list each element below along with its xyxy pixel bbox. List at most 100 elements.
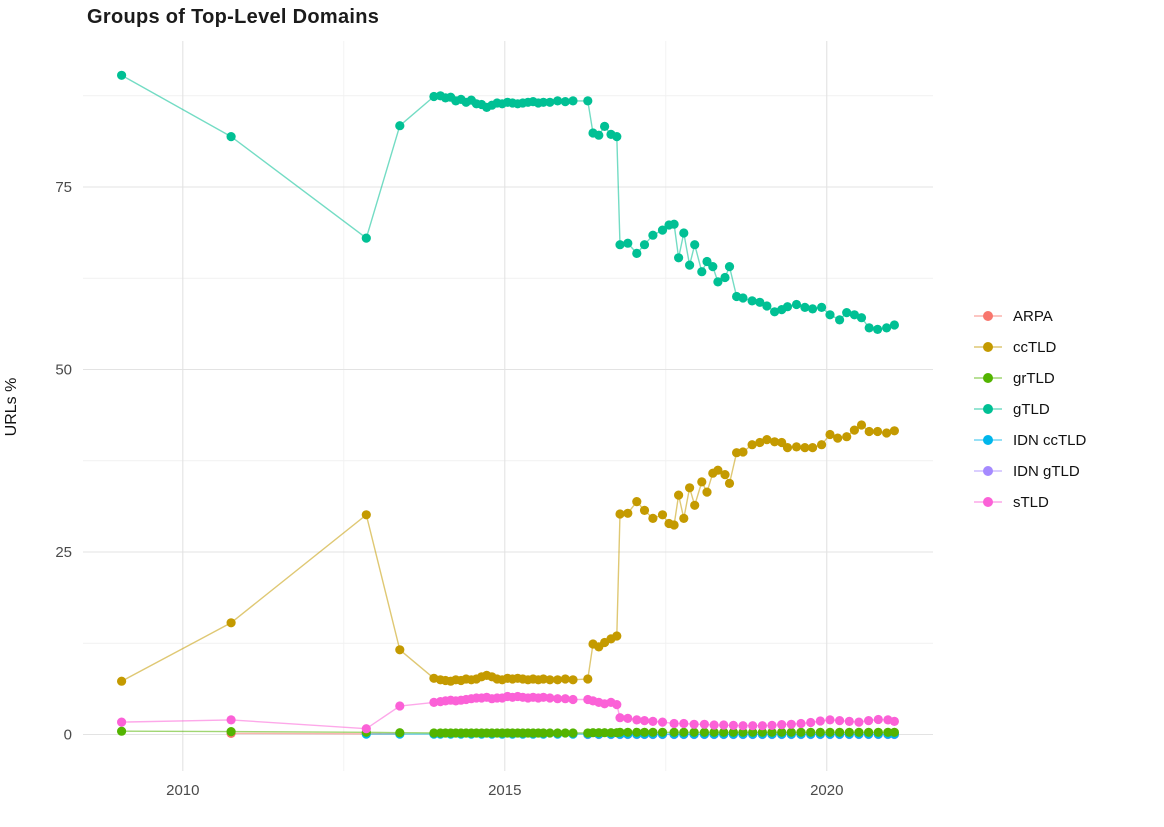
- data-point: [538, 97, 549, 107]
- data-point: [889, 727, 900, 737]
- data-point: [226, 727, 236, 737]
- data-point: [600, 728, 610, 738]
- data-point: [844, 727, 854, 737]
- data-point: [560, 97, 570, 107]
- data-point: [657, 510, 668, 520]
- data-point: [679, 228, 689, 238]
- data-point: [889, 716, 900, 727]
- legend-key-icon: [974, 373, 1002, 383]
- data-point: [583, 96, 593, 106]
- data-point: [777, 727, 787, 737]
- chart-title: Groups of Top-Level Domains: [87, 6, 380, 28]
- data-point: [808, 304, 818, 314]
- legend-item-grtld: grTLD: [973, 367, 1086, 389]
- series-points-gtld: [117, 70, 900, 334]
- data-point: [594, 130, 604, 140]
- data-point: [545, 728, 555, 738]
- data-point: [657, 717, 668, 727]
- data-point: [782, 443, 793, 453]
- data-point: [842, 308, 852, 318]
- data-point: [864, 426, 874, 437]
- data-point: [679, 727, 689, 737]
- data-point: [639, 240, 650, 250]
- data-point: [849, 425, 860, 435]
- data-point: [849, 310, 860, 320]
- data-point: [825, 715, 835, 725]
- x-tick-label: 2010: [166, 782, 199, 799]
- data-point: [657, 225, 668, 235]
- data-point: [545, 675, 555, 685]
- data-point: [699, 719, 710, 729]
- data-point: [713, 465, 723, 475]
- data-point: [767, 720, 777, 731]
- data-point: [719, 727, 729, 737]
- data-point: [685, 260, 695, 270]
- data-point: [669, 520, 679, 530]
- data-point: [808, 443, 818, 453]
- data-point: [825, 310, 835, 320]
- x-tick-label: 2020: [810, 782, 843, 799]
- data-point: [639, 727, 650, 737]
- data-point: [117, 70, 127, 80]
- data-point: [782, 302, 793, 312]
- data-point: [690, 500, 700, 510]
- data-point: [361, 510, 371, 520]
- data-point: [632, 727, 642, 737]
- data-point: [632, 497, 642, 507]
- data-point: [709, 727, 719, 737]
- data-point: [697, 267, 707, 277]
- data-point: [786, 719, 796, 729]
- data-point: [747, 296, 757, 306]
- data-point: [669, 718, 679, 729]
- data-point: [791, 299, 802, 310]
- x-tick-label: 2015: [488, 782, 521, 799]
- data-point: [770, 437, 780, 447]
- data-point: [796, 718, 806, 729]
- data-point: [873, 426, 883, 437]
- data-point: [669, 727, 679, 737]
- legend-key-icon: [974, 466, 1002, 476]
- data-point: [724, 478, 735, 488]
- legend-label: sTLD: [1013, 493, 1049, 511]
- legend-label: ccTLD: [1013, 338, 1057, 356]
- data-point: [833, 433, 843, 443]
- data-point: [883, 727, 893, 737]
- data-point: [856, 420, 867, 430]
- data-point: [538, 728, 549, 738]
- data-point: [612, 132, 622, 142]
- data-point: [815, 727, 825, 737]
- data-point: [747, 440, 757, 450]
- y-tick-label: 0: [64, 727, 72, 744]
- data-point: [755, 437, 765, 448]
- data-point: [632, 248, 642, 258]
- series-line-gtld: [121, 74, 895, 331]
- data-point: [395, 728, 405, 738]
- data-point: [889, 320, 900, 330]
- data-point: [553, 728, 563, 738]
- data-point: [612, 700, 622, 710]
- data-point: [873, 324, 883, 334]
- data-point: [361, 233, 371, 243]
- data-point: [825, 727, 835, 737]
- data-point: [583, 674, 593, 684]
- data-point: [757, 721, 768, 731]
- legend-label: IDN gTLD: [1013, 462, 1080, 480]
- data-point: [117, 676, 127, 686]
- data-point: [657, 727, 668, 737]
- data-point: [720, 470, 730, 480]
- data-point: [395, 121, 405, 131]
- data-point: [882, 428, 892, 438]
- data-point: [713, 277, 723, 287]
- data-point: [800, 443, 810, 453]
- data-point: [800, 302, 810, 312]
- data-point: [679, 513, 689, 524]
- legend: ARPA ccTLD grTLD gTLD IDN ccTLD IDN gTLD sTLD: [973, 305, 1086, 513]
- legend-key-icon: [974, 404, 1002, 414]
- legend-item-stld: sTLD: [973, 491, 1086, 513]
- data-point: [864, 323, 874, 333]
- data-point: [762, 435, 772, 445]
- legend-key-icon: [974, 435, 1002, 445]
- legend-label: IDN ccTLD: [1013, 431, 1087, 449]
- data-point: [835, 727, 845, 737]
- data-point: [553, 675, 563, 685]
